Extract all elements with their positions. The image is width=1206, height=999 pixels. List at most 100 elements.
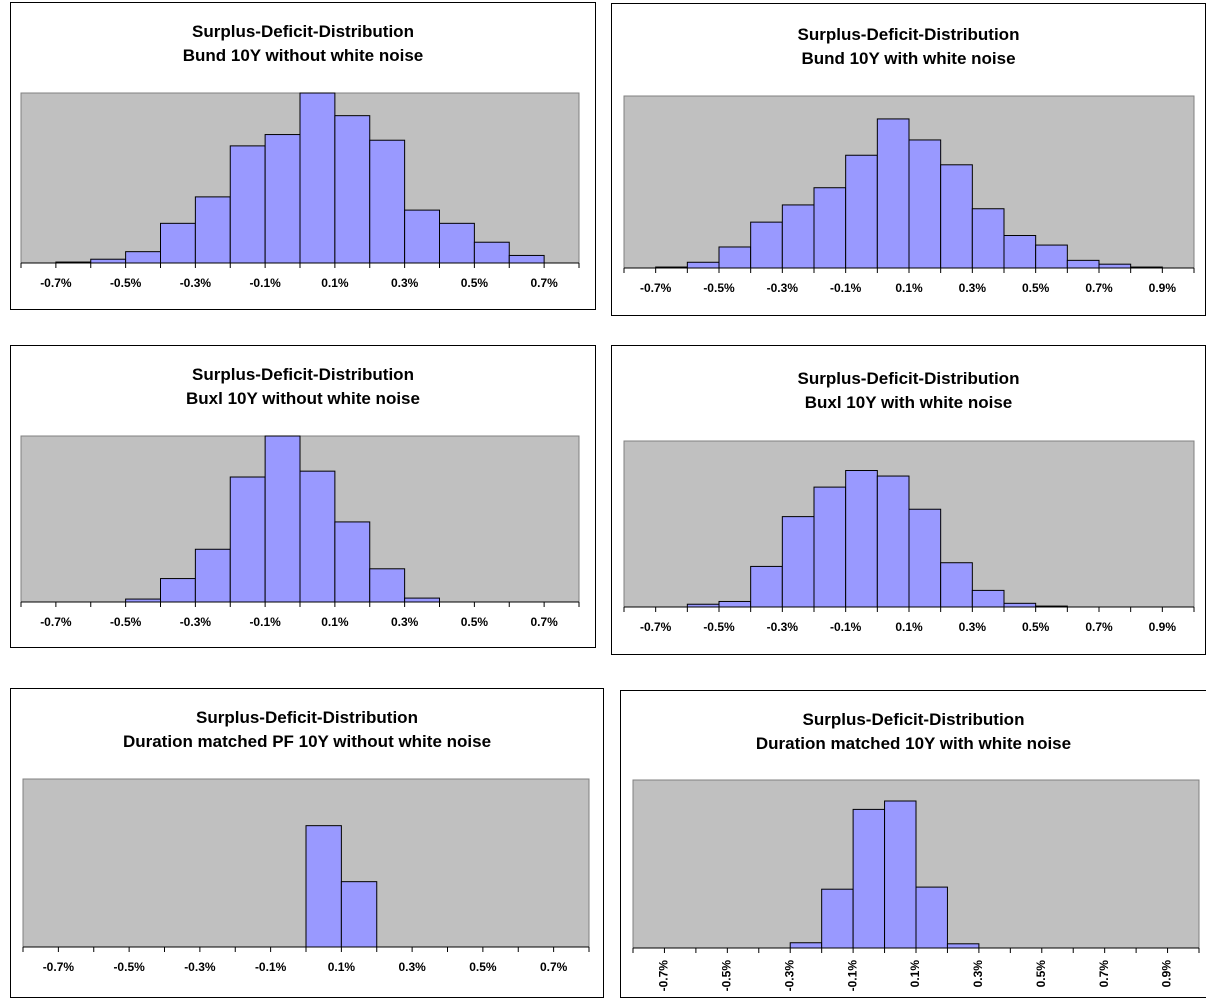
chart-panel-duration-matched-without-noise: Surplus-Deficit-Distribution Duration ma… bbox=[10, 688, 604, 998]
histogram-bar bbox=[125, 251, 161, 264]
chart-svg: -0.7% -0.5% -0.3% -0.1% 0.1% 0.3% 0.5% 0.7% bbox=[22, 778, 590, 974]
histogram-bar bbox=[884, 800, 917, 949]
histogram-bar bbox=[404, 209, 440, 264]
x-tick-label: 0.1% bbox=[321, 615, 349, 629]
histogram-bar bbox=[845, 154, 878, 269]
histogram-bar bbox=[305, 825, 342, 948]
chart-title-block: Surplus-Deficit-Distribution Bund 10Y wi… bbox=[11, 20, 595, 68]
x-tick-label: -0.7% bbox=[640, 620, 672, 634]
histogram-bar bbox=[813, 187, 847, 269]
chart-subtitle: Duration matched 10Y with white noise bbox=[755, 734, 1072, 753]
histogram-bar bbox=[439, 222, 475, 264]
histogram-bar bbox=[750, 221, 783, 269]
x-tick-label: -0.5% bbox=[110, 276, 142, 290]
chart-subtitle: Buxl 10Y without white noise bbox=[186, 389, 420, 408]
x-tick-label: 0.7% bbox=[1085, 620, 1113, 634]
x-tick-label: -0.5% bbox=[720, 960, 734, 992]
chart-svg: -0.7% -0.5% -0.3% -0.1% 0.1% 0.3% 0.5% 0.7% 0.9% bbox=[623, 95, 1195, 295]
x-tick-label: 0.1% bbox=[895, 281, 923, 295]
histogram-bar bbox=[340, 881, 378, 948]
chart-panel-bund-without-noise: Surplus-Deficit-Distribution Bund 10Y wi… bbox=[10, 2, 596, 310]
histogram-bar bbox=[90, 258, 127, 264]
x-tick-label: 0.7% bbox=[530, 615, 558, 629]
x-tick-label: 0.7% bbox=[1097, 960, 1111, 988]
histogram-bar bbox=[299, 470, 336, 603]
x-tick-label: -0.1% bbox=[845, 960, 859, 992]
chart-subtitle: Duration matched PF 10Y without white no… bbox=[122, 732, 492, 751]
x-tick-label: 0.5% bbox=[1022, 281, 1050, 295]
x-tick-label: -0.3% bbox=[767, 281, 799, 295]
histogram-bar bbox=[369, 139, 406, 264]
histogram-bar bbox=[1098, 263, 1132, 269]
histogram-bar bbox=[1003, 235, 1037, 269]
x-tick-label: -0.5% bbox=[703, 281, 735, 295]
x-tick-label: 0.9% bbox=[1149, 281, 1177, 295]
histogram-bar bbox=[876, 475, 910, 608]
histogram-bar bbox=[686, 261, 720, 269]
chart-subtitle: Buxl 10Y with white noise bbox=[804, 393, 1013, 412]
histogram-bar bbox=[781, 516, 815, 608]
histogram-bar bbox=[334, 521, 371, 603]
x-tick-label: -0.1% bbox=[249, 615, 281, 629]
x-tick-label: 0.5% bbox=[1022, 620, 1050, 634]
histogram-bar bbox=[473, 241, 510, 264]
chart-svg: -0.7% -0.5% -0.3% -0.1% 0.1% 0.3% 0.5% 0.7% bbox=[20, 435, 580, 629]
histogram-bar bbox=[750, 565, 783, 608]
x-tick-label: 0.1% bbox=[328, 960, 356, 974]
histogram-bar bbox=[971, 208, 1005, 269]
histogram-bar bbox=[908, 508, 942, 608]
chart-title-block: Surplus-Deficit-Distribution Duration ma… bbox=[11, 706, 603, 754]
histogram-bar bbox=[813, 486, 847, 608]
histogram-bar bbox=[194, 196, 231, 264]
chart-title-block: Surplus-Deficit-Distribution Bund 10Y wi… bbox=[612, 23, 1205, 71]
x-tick-label: -0.1% bbox=[830, 620, 862, 634]
histogram-bar bbox=[1003, 602, 1037, 608]
chart-panel-buxl-with-noise: Surplus-Deficit-Distribution Buxl 10Y wi… bbox=[611, 345, 1206, 655]
chart-title-block: Surplus-Deficit-Distribution Buxl 10Y wi… bbox=[612, 367, 1205, 415]
histogram-bar bbox=[915, 886, 948, 949]
x-tick-label: 0.5% bbox=[1034, 960, 1048, 988]
x-tick-label: -0.3% bbox=[180, 276, 212, 290]
histogram-bar bbox=[946, 943, 980, 949]
chart-subtitle: Bund 10Y with white noise bbox=[801, 49, 1016, 68]
histogram-bar bbox=[264, 134, 301, 264]
x-tick-label: 0.3% bbox=[391, 276, 419, 290]
x-tick-label: -0.3% bbox=[782, 960, 796, 992]
chart-title-block: Surplus-Deficit-Distribution Buxl 10Y wi… bbox=[11, 363, 595, 411]
histogram-bar bbox=[718, 600, 752, 608]
x-tick-label: -0.7% bbox=[657, 960, 671, 992]
histogram-bar bbox=[845, 470, 878, 608]
x-tick-label: -0.3% bbox=[767, 620, 799, 634]
chart-panel-buxl-without-noise: Surplus-Deficit-Distribution Buxl 10Y wi… bbox=[10, 345, 596, 648]
histogram-bar bbox=[404, 597, 440, 603]
histogram-bar bbox=[852, 808, 886, 949]
chart-title: Surplus-Deficit-Distribution bbox=[797, 25, 1020, 44]
x-tick-label: 0.3% bbox=[971, 960, 985, 988]
histogram-bar bbox=[160, 222, 196, 264]
chart-title: Surplus-Deficit-Distribution bbox=[192, 365, 414, 384]
histogram-bar bbox=[1035, 244, 1068, 269]
chart-svg: -0.7% -0.5% -0.3% -0.1% 0.1% 0.3% 0.5% 0.7% 0.9% bbox=[632, 779, 1200, 992]
chart-title: Surplus-Deficit-Distribution bbox=[196, 708, 418, 727]
histogram-bar bbox=[940, 164, 973, 269]
histogram-bar bbox=[789, 942, 823, 949]
histogram-bar bbox=[821, 888, 854, 949]
histogram-bar bbox=[971, 589, 1005, 608]
x-tick-label: 0.5% bbox=[461, 276, 489, 290]
x-tick-label: -0.7% bbox=[43, 960, 75, 974]
histogram-bar bbox=[508, 254, 545, 264]
chart-subtitle: Bund 10Y without white noise bbox=[182, 46, 424, 65]
x-tick-label: -0.7% bbox=[40, 276, 72, 290]
histogram-bar bbox=[334, 115, 371, 264]
x-tick-label: -0.7% bbox=[40, 615, 72, 629]
histogram-bar bbox=[229, 476, 266, 603]
x-tick-label: 0.7% bbox=[530, 276, 558, 290]
histogram-bar bbox=[194, 548, 231, 603]
histogram-bar bbox=[160, 578, 196, 603]
x-tick-label: 0.5% bbox=[461, 615, 489, 629]
chart-svg: -0.7% -0.5% -0.3% -0.1% 0.1% 0.3% 0.5% 0.7% bbox=[20, 92, 580, 290]
x-tick-label: 0.1% bbox=[895, 620, 923, 634]
x-tick-label: -0.3% bbox=[184, 960, 216, 974]
chart-title: Surplus-Deficit-Distribution bbox=[797, 369, 1020, 388]
histogram-bar bbox=[369, 568, 406, 603]
